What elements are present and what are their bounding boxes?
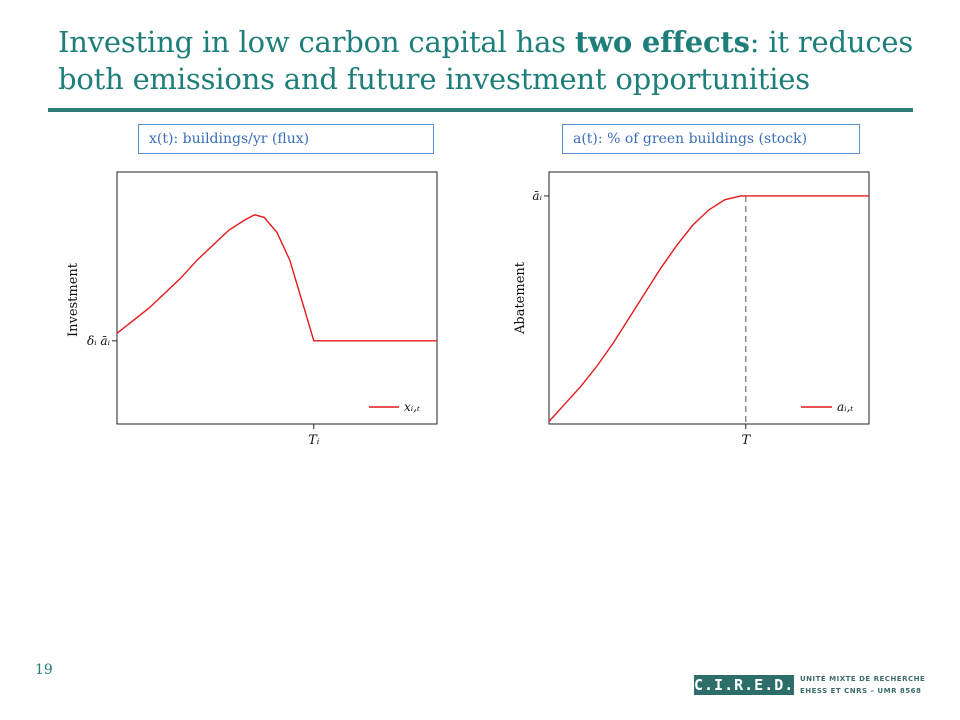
- investment-legend-label: xᵢ,ₜ: [404, 400, 420, 414]
- page-number: 19: [35, 662, 53, 678]
- investment-x-tick-label: Tᵢ: [308, 433, 320, 448]
- abatement-y-axis-label: Abatement: [513, 261, 528, 335]
- title-divider: [48, 108, 913, 112]
- panel-label-abatement: a(t): % of green buildings (stock): [562, 124, 860, 154]
- cired-logo: C.I.R.E.D.: [694, 675, 795, 695]
- investment-series-line: [116, 214, 437, 342]
- investment-y-tick-label: δᵢ āᵢ: [87, 334, 111, 348]
- panel-label-investment: x(t): buildings/yr (flux): [138, 124, 434, 154]
- abatement-chart: T āᵢ Abatement aᵢ,ₜ: [513, 171, 870, 448]
- abatement-y-tick-label: āᵢ: [532, 189, 542, 203]
- abatement-series-line: [548, 195, 869, 422]
- investment-chart: Tᵢ δᵢ āᵢ Investment xᵢ,ₜ: [66, 171, 438, 448]
- title-bold-text: two effects: [574, 25, 750, 59]
- logo-subtitle-line-1: UNITÉ MIXTE DE RECHERCHE: [800, 675, 926, 683]
- title-text-2: : it reduces both emissions and future i…: [58, 25, 914, 96]
- abatement-plot-frame: [548, 171, 870, 425]
- slide-title: Investing in low carbon capital has two …: [58, 24, 918, 98]
- title-text-1: Investing in low carbon capital has: [58, 25, 575, 59]
- investment-plot-frame: [116, 171, 438, 425]
- abatement-legend-label: aᵢ,ₜ: [837, 400, 853, 414]
- investment-y-axis-label: Investment: [66, 262, 81, 337]
- logo-subtitle-line-2: EHESS ET CNRS – UMR 8568: [800, 687, 922, 695]
- abatement-x-tick-label: T: [741, 433, 751, 448]
